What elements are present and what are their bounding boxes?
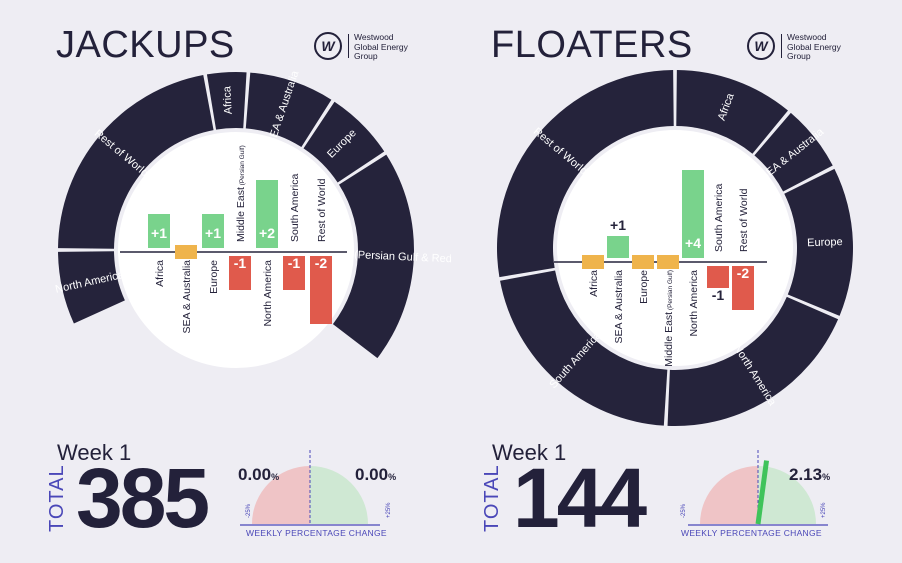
chart-title: FLOATERS <box>491 24 693 66</box>
donut-label: Africa <box>221 85 235 115</box>
total-label: TOTAL <box>46 464 68 532</box>
total-value: 144 <box>513 451 647 545</box>
category-label: North America <box>688 270 700 337</box>
logo-mark: W <box>747 32 775 60</box>
donut-segment-africa <box>676 70 788 154</box>
westwood-logo: W Westwood Global Energy Group <box>747 32 877 62</box>
bar-value-label: -2 <box>737 265 750 281</box>
bar-rest-of-world <box>310 256 332 324</box>
category-label: South America <box>713 184 725 252</box>
gauge-caption: WEEKLY PERCENTAGE CHANGE <box>681 528 822 538</box>
category-label: Africa <box>588 270 600 297</box>
category-label: North America <box>262 260 274 327</box>
bar-value-label: +2 <box>259 225 275 241</box>
bar-rest-of-world <box>732 266 754 310</box>
gauge-max-label: +25% <box>386 502 392 518</box>
bar-middle-east <box>657 255 679 269</box>
gauge-negative-half <box>700 466 758 524</box>
floaters-panel: FLOATERS W Westwood Global Energy Group Af… <box>451 0 902 563</box>
category-label: Europe <box>208 260 220 294</box>
logo-text: Westwood Global Energy Group <box>787 32 841 61</box>
donut-segment-africa <box>206 72 247 130</box>
chart-title: JACKUPS <box>56 24 235 66</box>
donut-segment-south-america <box>500 270 668 426</box>
donut-segment-middle-east-persian-gulf-red-sea- <box>332 154 414 359</box>
bar-north-america <box>682 170 704 258</box>
category-label: Europe <box>638 270 650 304</box>
bar-value-label: -1 <box>288 255 301 271</box>
category-label: SEA & Australia <box>613 270 625 344</box>
week-label: Week 1 <box>57 440 132 465</box>
donut-center <box>118 132 354 368</box>
gauge-needle <box>755 460 770 525</box>
donut-segment-sea-australia <box>754 112 833 192</box>
bar-value-label: -1 <box>712 287 725 303</box>
donut-chart: Africa SEA & Australia Europe North America… <box>497 70 853 426</box>
donut-segment-europe <box>784 168 853 316</box>
gauge-caption: WEEKLY PERCENTAGE CHANGE <box>246 528 387 538</box>
gauge-positive-half <box>758 466 816 524</box>
bar-value-label: +1 <box>151 225 167 241</box>
gauge-negative-half <box>252 466 310 524</box>
gauge-min-label: -25% <box>681 503 687 518</box>
weekly-change-gauge <box>688 450 828 526</box>
jackups-panel: JACKUPS W Westwood Global Energy Group Afr… <box>46 24 451 545</box>
bar-value-label: +1 <box>610 217 626 233</box>
bar-africa <box>582 255 604 269</box>
donut-center <box>557 130 793 366</box>
donut-segment-europe <box>303 101 385 183</box>
gauge-positive-half <box>310 466 368 524</box>
donut-segment-rest-of-world <box>58 75 214 249</box>
bar-value-label: +1 <box>205 225 221 241</box>
donut-segment-north-america <box>667 296 839 426</box>
logo-text: Westwood Global Energy Group <box>354 32 408 61</box>
bar-europe <box>632 255 654 269</box>
donut-label: Europe <box>807 236 843 249</box>
week-label: Week 1 <box>492 440 567 465</box>
weekly-change-gauge <box>240 450 380 526</box>
category-label: Rest of World <box>316 178 328 242</box>
total-value: 385 <box>76 451 210 545</box>
gauge-min-label: -25% <box>246 503 252 518</box>
gauge-max-label: +25% <box>821 502 827 518</box>
category-label: Rest of World <box>738 188 750 252</box>
bar-middle-east <box>229 256 251 290</box>
bar-sea-australia <box>175 245 197 259</box>
category-label: South America <box>289 174 301 242</box>
donut-segment-sea-australia <box>245 72 332 147</box>
positive-change-value: 2.13% <box>789 465 831 484</box>
negative-change-value: 0.00% <box>238 465 280 484</box>
donut-segment-rest-of-world <box>497 70 674 278</box>
bar-south-america <box>707 266 729 288</box>
bar-europe <box>202 214 224 248</box>
category-label: SEA & Australia <box>181 260 193 334</box>
bar-north-america <box>256 180 278 248</box>
bar-value-label: +4 <box>685 235 701 251</box>
bar-south-america <box>283 256 305 290</box>
bar-value-label: -1 <box>234 255 247 271</box>
positive-change-value: 0.00% <box>355 465 397 484</box>
bar-sea-australia <box>607 236 629 258</box>
total-label: TOTAL <box>481 464 503 532</box>
donut-segment-north-america <box>58 251 125 324</box>
westwood-logo: W Westwood Global Energy Group <box>314 32 444 62</box>
bar-africa <box>148 214 170 248</box>
category-label: Africa <box>154 260 166 287</box>
logo-mark: W <box>314 32 342 60</box>
bar-value-label: -2 <box>315 255 328 271</box>
